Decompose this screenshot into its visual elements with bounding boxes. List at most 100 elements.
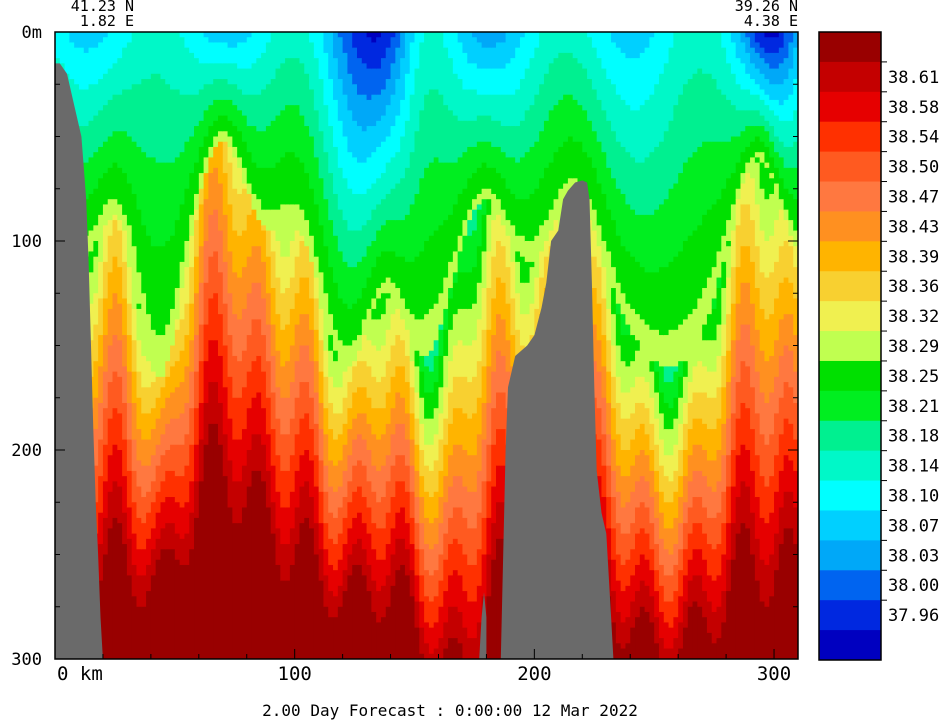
salinity-cell bbox=[347, 575, 353, 659]
salinity-cell bbox=[759, 392, 766, 435]
salinity-cell bbox=[275, 241, 281, 279]
salinity-cell bbox=[496, 173, 502, 200]
salinity-cell bbox=[198, 361, 205, 404]
salinity-cell bbox=[706, 460, 713, 488]
salinity-cell bbox=[496, 199, 502, 216]
salinity-cell bbox=[409, 465, 416, 493]
salinity-cell bbox=[462, 627, 468, 659]
salinity-cell bbox=[261, 89, 267, 132]
salinity-cell bbox=[649, 32, 655, 38]
salinity-cell bbox=[194, 293, 200, 336]
salinity-cell bbox=[376, 68, 382, 96]
salinity-cell bbox=[606, 308, 612, 341]
salinity-cell bbox=[663, 622, 670, 650]
salinity-cell bbox=[510, 225, 516, 263]
salinity-cell bbox=[726, 63, 732, 101]
salinity-cell bbox=[380, 617, 387, 659]
salinity-cell bbox=[251, 319, 257, 362]
salinity-cell bbox=[404, 214, 411, 263]
salinity-cell bbox=[361, 439, 368, 467]
salinity-cell bbox=[438, 606, 444, 639]
salinity-cell bbox=[678, 648, 684, 659]
salinity-cell bbox=[217, 32, 224, 44]
salinity-cell bbox=[270, 230, 277, 253]
salinity-cell bbox=[611, 267, 617, 289]
salinity-cell bbox=[170, 162, 176, 237]
salinity-cell bbox=[179, 507, 186, 540]
salinity-cell bbox=[625, 643, 631, 659]
salinity-cell bbox=[376, 408, 382, 441]
salinity-cell bbox=[93, 225, 99, 242]
salinity-cell bbox=[280, 544, 286, 582]
salinity-cell bbox=[184, 141, 190, 190]
salinity-cell bbox=[635, 376, 641, 404]
salinity-cell bbox=[658, 392, 665, 415]
salinity-cell bbox=[716, 606, 722, 639]
salinity-cell bbox=[745, 37, 751, 54]
salinity-cell bbox=[390, 314, 396, 347]
salinity-cell bbox=[716, 387, 722, 420]
salinity-cell bbox=[380, 32, 387, 59]
salinity-cell bbox=[356, 58, 363, 96]
salinity-cell bbox=[467, 235, 473, 273]
salinity-cell bbox=[424, 596, 430, 624]
salinity-cell bbox=[635, 214, 641, 263]
salinity-cell bbox=[337, 507, 344, 535]
salinity-cell bbox=[285, 361, 291, 399]
salinity-cell bbox=[539, 84, 545, 132]
salinity-cell bbox=[452, 282, 459, 315]
salinity-cell bbox=[419, 627, 425, 655]
salinity-cell bbox=[380, 115, 387, 143]
salinity-cell bbox=[194, 256, 200, 294]
salinity-cell bbox=[606, 32, 612, 80]
salinity-cell bbox=[778, 47, 785, 64]
salinity-cell bbox=[472, 146, 478, 174]
salinity-cell bbox=[764, 444, 770, 488]
salinity-cell bbox=[131, 84, 138, 143]
salinity-cell bbox=[745, 366, 751, 409]
salinity-cell bbox=[702, 423, 708, 451]
salinity-cell bbox=[299, 486, 305, 524]
salinity-cell bbox=[217, 230, 224, 273]
salinity-cell bbox=[615, 345, 622, 378]
salinity-cell bbox=[476, 204, 483, 211]
salinity-cell bbox=[496, 502, 502, 540]
salinity-cell bbox=[395, 256, 401, 289]
salinity-cell bbox=[107, 491, 114, 529]
salinity-cell bbox=[356, 486, 363, 514]
salinity-cell bbox=[620, 246, 627, 294]
salinity-cell bbox=[448, 423, 454, 456]
salinity-cell bbox=[793, 141, 798, 169]
salinity-cell bbox=[179, 564, 186, 659]
salinity-cell bbox=[692, 549, 698, 576]
salinity-cell bbox=[98, 402, 104, 441]
salinity-cell bbox=[793, 246, 798, 268]
salinity-cell bbox=[390, 434, 396, 467]
salinity-cell bbox=[711, 32, 718, 80]
salinity-cell bbox=[265, 256, 272, 294]
salinity-cell bbox=[778, 63, 785, 85]
salinity-cell bbox=[524, 68, 531, 111]
salinity-cell bbox=[735, 32, 742, 59]
salinity-cell bbox=[577, 63, 583, 106]
salinity-cell bbox=[289, 491, 296, 529]
salinity-cell bbox=[198, 439, 205, 482]
salinity-cell bbox=[155, 335, 162, 378]
salinity-cell bbox=[596, 99, 603, 143]
salinity-cell bbox=[126, 335, 133, 373]
salinity-cell bbox=[222, 214, 229, 263]
salinity-cell bbox=[692, 444, 698, 472]
salinity-cell bbox=[237, 42, 243, 70]
salinity-cell bbox=[371, 209, 377, 242]
salinity-cell bbox=[117, 230, 123, 268]
salinity-cell bbox=[122, 476, 128, 514]
colorbar-label: 38.43 bbox=[888, 217, 939, 237]
salinity-cell bbox=[318, 491, 325, 524]
salinity-cell bbox=[107, 68, 114, 101]
salinity-cell bbox=[395, 47, 401, 80]
colorbar-label: 38.14 bbox=[888, 457, 939, 477]
salinity-cell bbox=[227, 32, 233, 49]
salinity-cell bbox=[98, 261, 104, 300]
salinity-cell bbox=[328, 617, 334, 659]
salinity-cell bbox=[232, 32, 238, 49]
